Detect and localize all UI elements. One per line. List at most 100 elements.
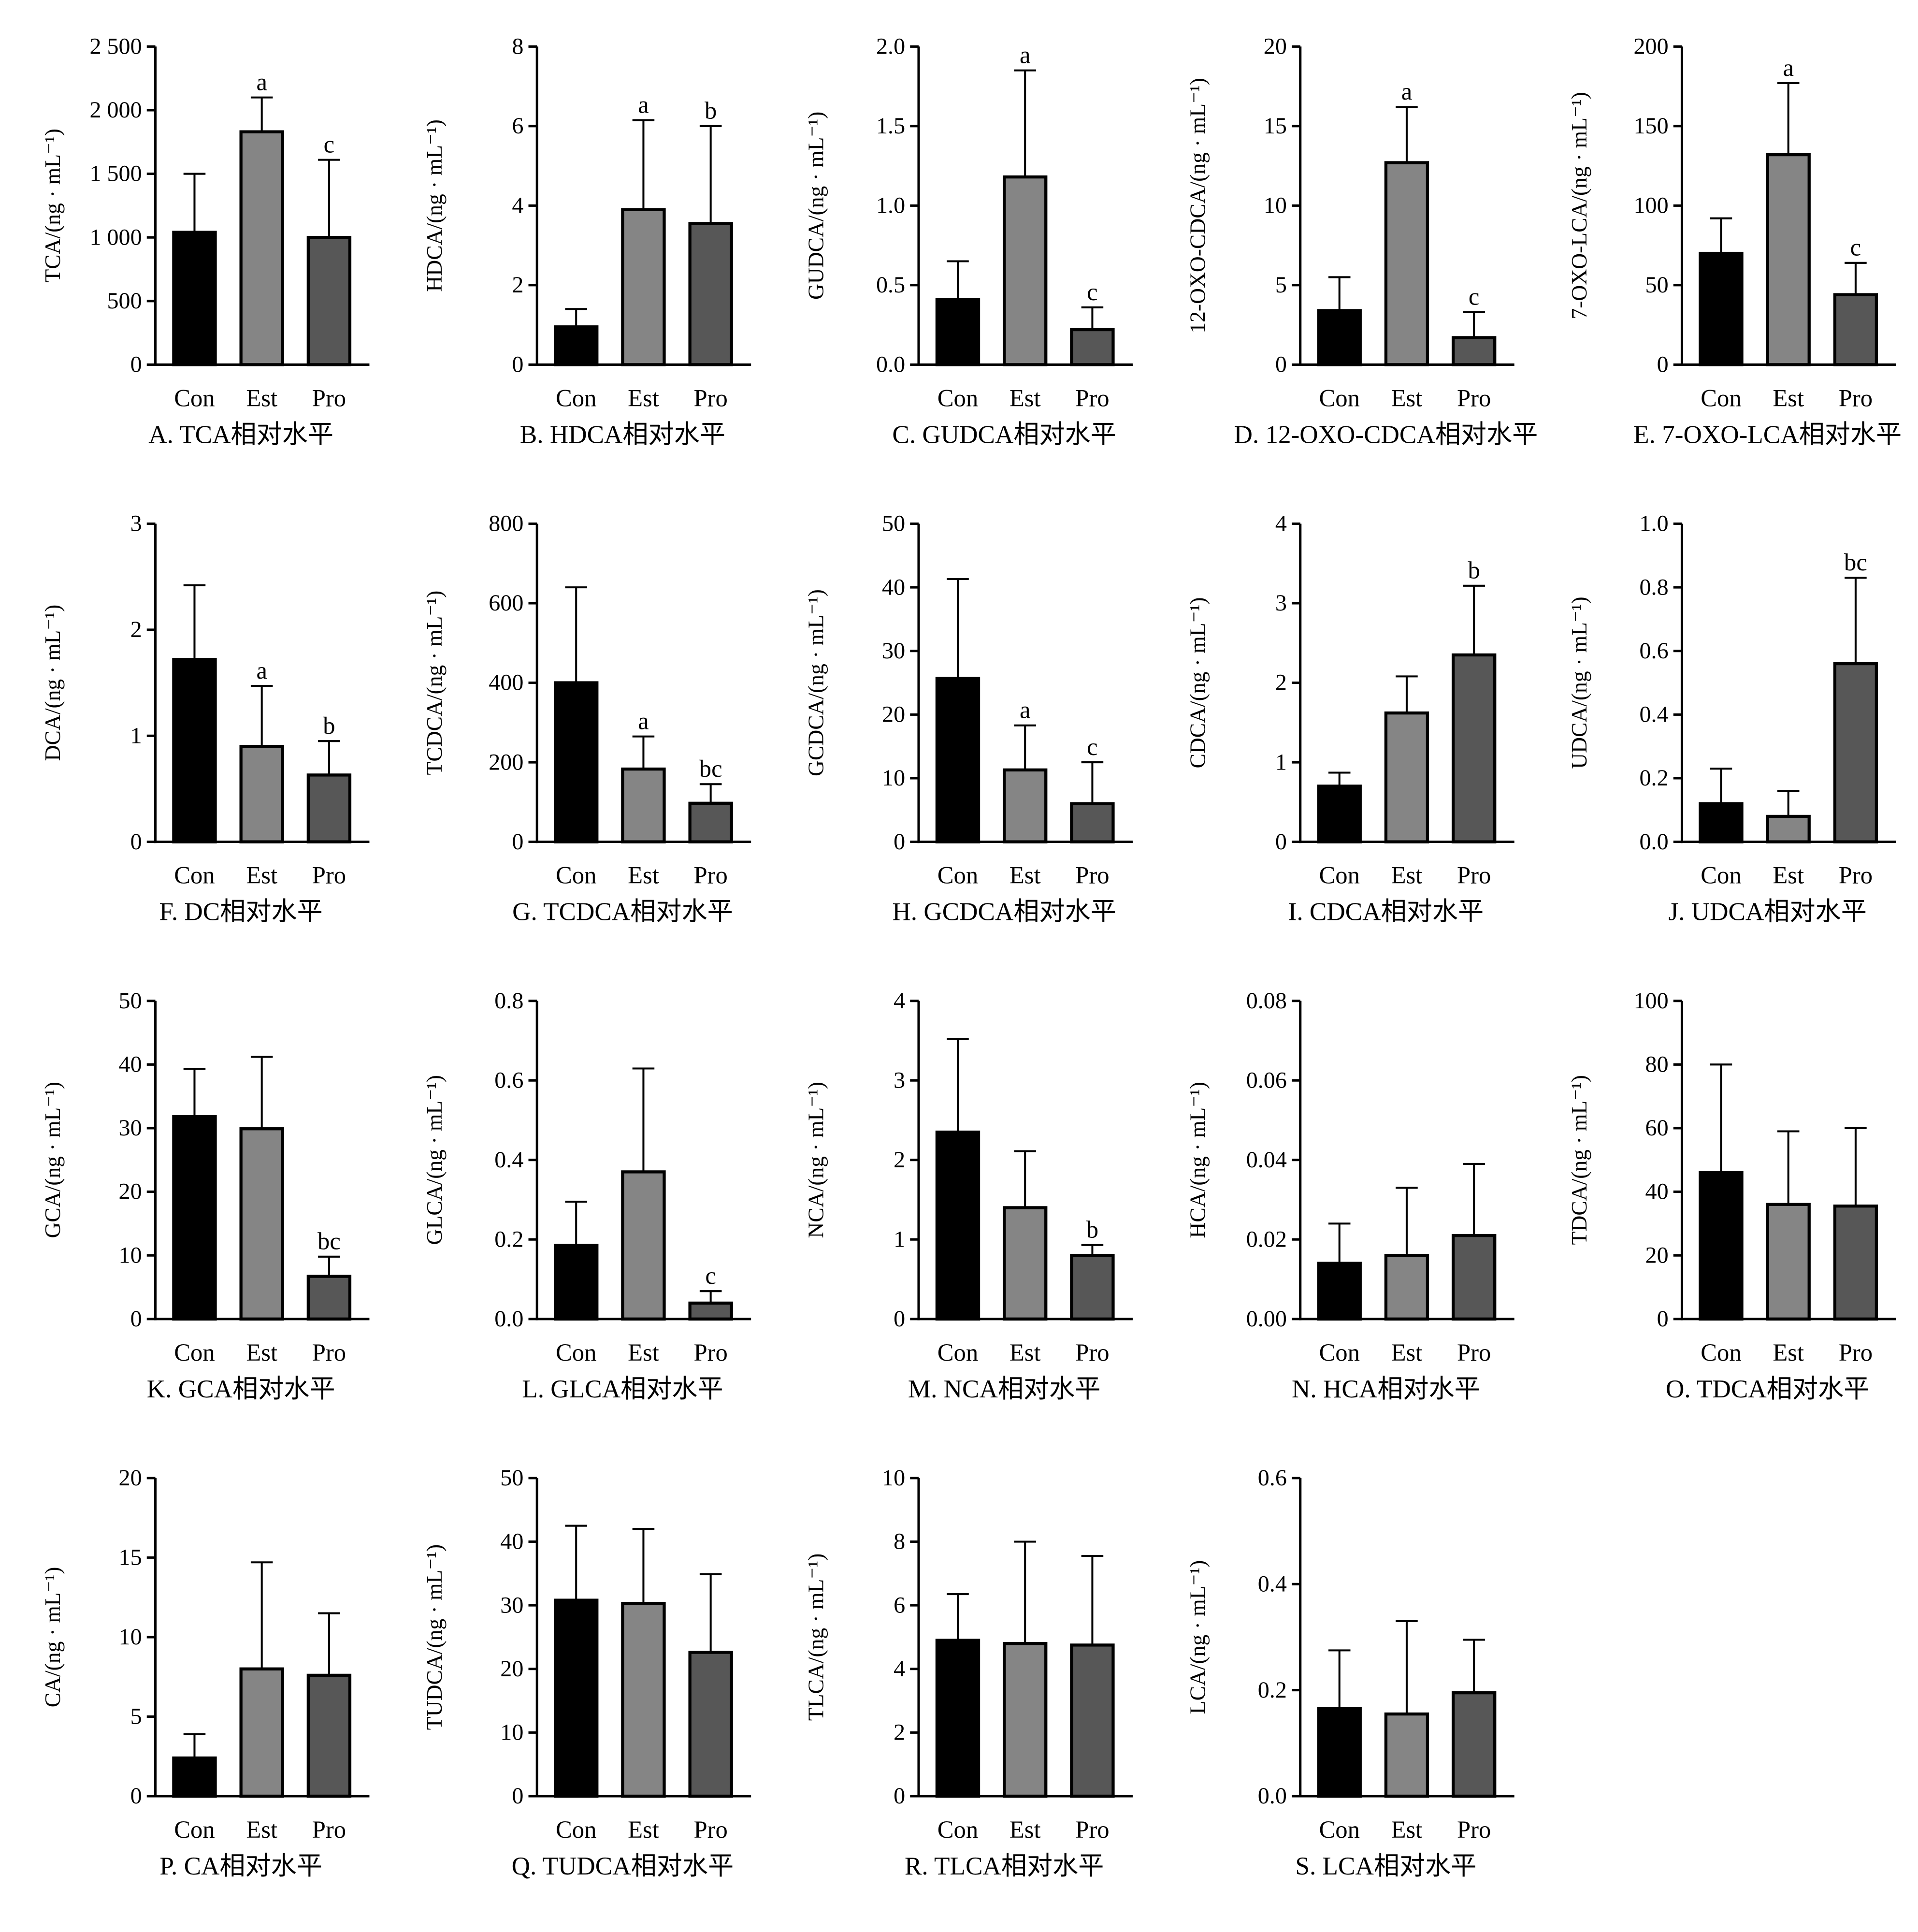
x-tick-label-est: Est (1391, 384, 1423, 411)
x-tick-label-pro: Pro (1075, 384, 1109, 411)
panel-r: 0 2 4 6 8 10 TLCA/(ng · mL⁻¹) Con Est Pro R. TLCA相… (804, 1465, 1133, 1880)
panel-caption: H. GCDCA相对水平 (892, 898, 1116, 926)
y-tick-label: 0.8 (1640, 574, 1669, 600)
x-tick-label-est: Est (1773, 1339, 1804, 1366)
y-tick-label: 2 (894, 1147, 905, 1173)
y-tick-label: 0.8 (494, 988, 523, 1014)
bar-pro (1070, 328, 1115, 366)
y-tick-label: 0.4 (1258, 1571, 1287, 1597)
y-axis-label: TLCA/(ng · mL⁻¹) (804, 1554, 828, 1721)
x-tick-label-con: Con (937, 862, 978, 889)
y-axis-label: DCA/(ng · mL⁻¹) (40, 605, 65, 761)
bar-est (239, 130, 284, 366)
x-tick-label-pro: Pro (1839, 384, 1873, 411)
y-axis-label: TCDCA/(ng · mL⁻¹) (422, 591, 447, 775)
y-tick-label: 20 (500, 1656, 523, 1682)
y-tick-label: 0.2 (1640, 765, 1669, 791)
bar-est (1766, 1203, 1811, 1321)
panel-s: 0.0 0.2 0.4 0.6 LCA/(ng · mL⁻¹) Con Est Pro S. L… (1185, 1465, 1514, 1880)
x-tick-label-con: Con (1319, 1816, 1360, 1843)
y-tick-label: 5 (1275, 272, 1287, 298)
bar-est (1384, 1254, 1429, 1321)
y-tick-label: 0 (1275, 352, 1287, 378)
panel-q: 0 10 20 30 40 50 TUDCA/(ng · mL⁻¹) Con Est Pro Q. … (422, 1465, 751, 1880)
y-tick-label: 0 (512, 829, 523, 855)
bar-con (554, 1598, 599, 1798)
x-tick-label-con: Con (1319, 1339, 1360, 1366)
y-tick-label: 1.0 (876, 193, 905, 218)
y-tick-label: 600 (489, 590, 523, 616)
bar-pro (1070, 1254, 1115, 1321)
x-tick-label-est: Est (1773, 862, 1804, 889)
x-tick-label-est: Est (246, 1339, 277, 1366)
x-tick-label-est: Est (1009, 1816, 1041, 1843)
significance-label: b (323, 712, 335, 739)
bar-est (1002, 768, 1048, 843)
y-tick-label: 0.02 (1246, 1226, 1287, 1252)
x-tick-label-pro: Pro (1839, 862, 1873, 889)
y-tick-label: 1.5 (876, 113, 905, 139)
bar-con (554, 681, 599, 843)
x-tick-label-con: Con (556, 1816, 596, 1843)
bar-con (1317, 784, 1362, 843)
bar-est (239, 1127, 284, 1321)
panel-g: 0 200 400 600 800 TCDCA/(ng · mL⁻¹) Con a Est bc P… (422, 511, 751, 926)
y-tick-label: 6 (512, 113, 523, 139)
y-axis-label: TUDCA/(ng · mL⁻¹) (422, 1544, 447, 1730)
y-tick-label: 2.0 (876, 33, 905, 59)
bar-pro (688, 1651, 733, 1798)
panel-h: 0 10 20 30 40 50 GCDCA/(ng · mL⁻¹) Con a Est c Pro H… (804, 511, 1133, 926)
significance-label: c (705, 1262, 716, 1289)
y-tick-label: 8 (894, 1529, 905, 1554)
panel-caption: S. LCA相对水平 (1295, 1852, 1476, 1880)
bar-con (172, 658, 217, 843)
y-tick-label: 500 (107, 288, 142, 314)
significance-label: a (256, 68, 267, 95)
bar-pro (1451, 1234, 1497, 1321)
y-tick-label: 100 (1634, 193, 1669, 218)
x-tick-label-con: Con (174, 384, 215, 411)
y-tick-label: 2 000 (89, 97, 142, 123)
significance-label: b (1086, 1216, 1098, 1243)
bar-est (1384, 1712, 1429, 1798)
bar-con (935, 1130, 981, 1321)
y-tick-label: 800 (489, 511, 523, 537)
significance-label: bc (317, 1228, 341, 1255)
panel-caption: D. 12-OXO-CDCA相对水平 (1234, 421, 1538, 449)
y-axis-label: TCA/(ng · mL⁻¹) (40, 129, 65, 283)
x-tick-label-con: Con (556, 862, 596, 889)
panel-k: 0 10 20 30 40 50 GCA/(ng · mL⁻¹) Con Est bc Pro K. … (40, 988, 370, 1403)
y-tick-label: 0.04 (1246, 1147, 1287, 1173)
y-tick-label: 0.2 (1258, 1677, 1287, 1703)
panel-e: 0 50 100 150 200 7-OXO-LCA/(ng · mL⁻¹) Con a Est… (1567, 33, 1902, 449)
x-tick-label-pro: Pro (1457, 384, 1491, 411)
bar-con (554, 325, 599, 366)
x-tick-label-pro: Pro (1075, 1339, 1109, 1366)
x-tick-label-con: Con (1701, 862, 1741, 889)
bar-pro (1451, 336, 1497, 366)
significance-label: c (1087, 278, 1097, 305)
bar-est (621, 1170, 666, 1321)
y-tick-label: 50 (500, 1465, 523, 1491)
x-tick-label-con: Con (1701, 1339, 1741, 1366)
panel-caption: R. TLCA相对水平 (905, 1852, 1104, 1880)
panel-caption: B. HDCA相对水平 (520, 421, 725, 449)
y-axis-label: GLCA/(ng · mL⁻¹) (422, 1075, 447, 1245)
significance-label: c (1850, 234, 1861, 261)
bar-con (172, 1115, 217, 1321)
bar-con (172, 231, 217, 366)
y-tick-label: 0 (894, 1783, 905, 1809)
y-tick-label: 1 (130, 723, 142, 748)
y-tick-label: 10 (1264, 193, 1287, 218)
panel-b: 0 2 4 6 8 HDCA/(ng · mL⁻¹) Con a Est b Pro B. HDCA相… (422, 33, 751, 449)
y-tick-label: 0 (130, 352, 142, 378)
y-tick-label: 3 (1275, 590, 1287, 616)
x-tick-label-est: Est (628, 862, 659, 889)
bar-pro (306, 1275, 352, 1321)
y-tick-label: 0 (512, 352, 523, 378)
y-axis-label: LCA/(ng · mL⁻¹) (1185, 1560, 1210, 1714)
y-tick-label: 0 (130, 1783, 142, 1809)
panel-j: 0.0 0.2 0.4 0.6 0.8 1.0 UDCA/(ng · mL⁻¹) Con Est… (1567, 511, 1896, 926)
significance-label: c (1469, 283, 1479, 310)
